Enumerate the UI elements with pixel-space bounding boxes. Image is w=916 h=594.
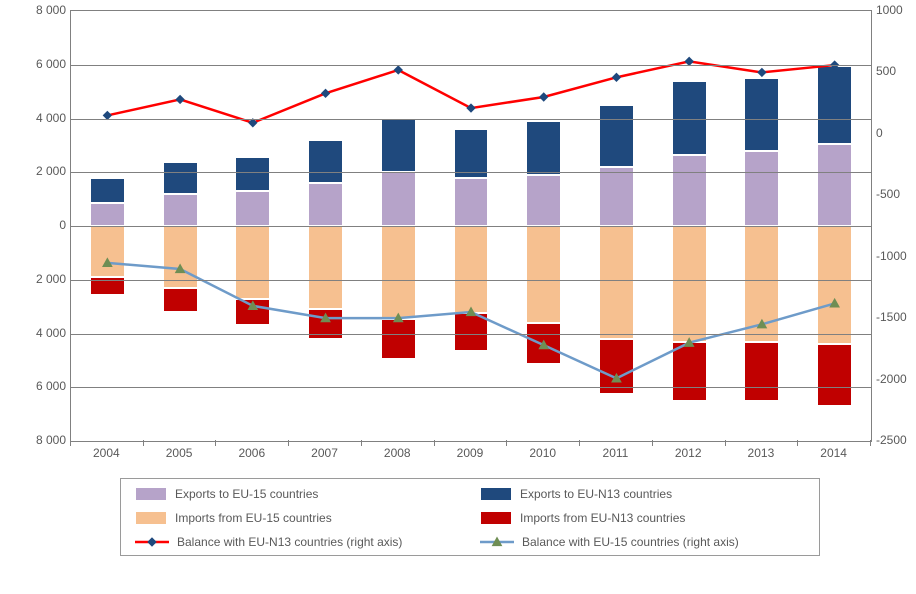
legend-swatch-balance_eu15 xyxy=(480,535,514,549)
y-left-tick-label: 8 000 xyxy=(6,433,66,447)
legend-item-balance_eu15: Balance with EU-15 countries (right axis… xyxy=(480,535,805,549)
x-boundary-tick xyxy=(143,440,144,446)
x-tick-label: 2005 xyxy=(149,446,209,460)
gridline xyxy=(71,387,871,388)
y-left-tick-label: 6 000 xyxy=(6,379,66,393)
legend-swatch-balance_eun13 xyxy=(135,535,169,549)
plot-area xyxy=(70,10,872,442)
x-boundary-tick xyxy=(579,440,580,446)
marker-balance_eu15 xyxy=(830,299,839,307)
x-tick-label: 2014 xyxy=(804,446,864,460)
chart-container: Exports to EU-15 countries Exports to EU-… xyxy=(0,0,916,594)
legend-item-imports_eu15: Imports from EU-15 countries xyxy=(135,511,460,525)
legend-swatch-imports_eun13 xyxy=(480,511,512,525)
legend-item-balance_eun13: Balance with EU-N13 countries (right axi… xyxy=(135,535,460,549)
x-boundary-tick xyxy=(797,440,798,446)
y-right-tick-label: 1000 xyxy=(876,3,916,17)
y-left-tick-label: 6 000 xyxy=(6,57,66,71)
legend-label: Imports from EU-15 countries xyxy=(175,511,332,525)
y-left-tick-label: 8 000 xyxy=(6,3,66,17)
gridline xyxy=(71,280,871,281)
marker-balance_eun13 xyxy=(322,89,330,97)
y-right-tick-label: -2500 xyxy=(876,433,916,447)
y-left-tick-label: 0 xyxy=(6,218,66,232)
x-tick-label: 2013 xyxy=(731,446,791,460)
legend-label: Balance with EU-15 countries (right axis… xyxy=(522,535,739,549)
x-boundary-tick xyxy=(215,440,216,446)
marker-balance_eun13 xyxy=(612,73,620,81)
marker-balance_eun13 xyxy=(758,68,766,76)
marker-balance_eun13 xyxy=(540,93,548,101)
x-boundary-tick xyxy=(725,440,726,446)
x-tick-label: 2008 xyxy=(367,446,427,460)
legend: Exports to EU-15 countries Exports to EU-… xyxy=(120,478,820,556)
y-right-tick-label: -500 xyxy=(876,187,916,201)
legend-item-exports_eu15: Exports to EU-15 countries xyxy=(135,487,460,501)
x-boundary-tick xyxy=(288,440,289,446)
y-left-tick-label: 2 000 xyxy=(6,272,66,286)
y-right-tick-label: 500 xyxy=(876,64,916,78)
legend-label: Exports to EU-N13 countries xyxy=(520,487,672,501)
x-tick-label: 2007 xyxy=(295,446,355,460)
marker-balance_eun13 xyxy=(249,119,257,127)
legend-swatch-exports_eu15 xyxy=(135,487,167,501)
x-boundary-tick xyxy=(506,440,507,446)
y-left-tick-label: 4 000 xyxy=(6,111,66,125)
y-left-tick-label: 4 000 xyxy=(6,326,66,340)
x-tick-label: 2004 xyxy=(76,446,136,460)
x-boundary-tick xyxy=(70,440,71,446)
x-tick-label: 2006 xyxy=(222,446,282,460)
x-tick-label: 2009 xyxy=(440,446,500,460)
y-right-tick-label: -1500 xyxy=(876,310,916,324)
legend-label: Exports to EU-15 countries xyxy=(175,487,318,501)
y-right-tick-label: -2000 xyxy=(876,372,916,386)
x-boundary-tick xyxy=(361,440,362,446)
gridline xyxy=(71,65,871,66)
gridline xyxy=(71,226,871,227)
line-balance_eun13 xyxy=(107,61,834,122)
legend-swatch-imports_eu15 xyxy=(135,511,167,525)
legend-label: Balance with EU-N13 countries (right axi… xyxy=(177,535,402,549)
x-boundary-tick xyxy=(434,440,435,446)
x-boundary-tick xyxy=(870,440,871,446)
y-left-tick-label: 2 000 xyxy=(6,164,66,178)
legend-swatch-exports_eun13 xyxy=(480,487,512,501)
x-tick-label: 2012 xyxy=(658,446,718,460)
legend-item-imports_eun13: Imports from EU-N13 countries xyxy=(480,511,805,525)
legend-label: Imports from EU-N13 countries xyxy=(520,511,685,525)
y-right-tick-label: -1000 xyxy=(876,249,916,263)
gridline xyxy=(71,119,871,120)
x-tick-label: 2010 xyxy=(513,446,573,460)
gridline xyxy=(71,334,871,335)
x-tick-label: 2011 xyxy=(585,446,645,460)
y-right-tick-label: 0 xyxy=(876,126,916,140)
gridline xyxy=(71,172,871,173)
legend-item-exports_eun13: Exports to EU-N13 countries xyxy=(480,487,805,501)
x-boundary-tick xyxy=(652,440,653,446)
marker-balance_eun13 xyxy=(176,95,184,103)
